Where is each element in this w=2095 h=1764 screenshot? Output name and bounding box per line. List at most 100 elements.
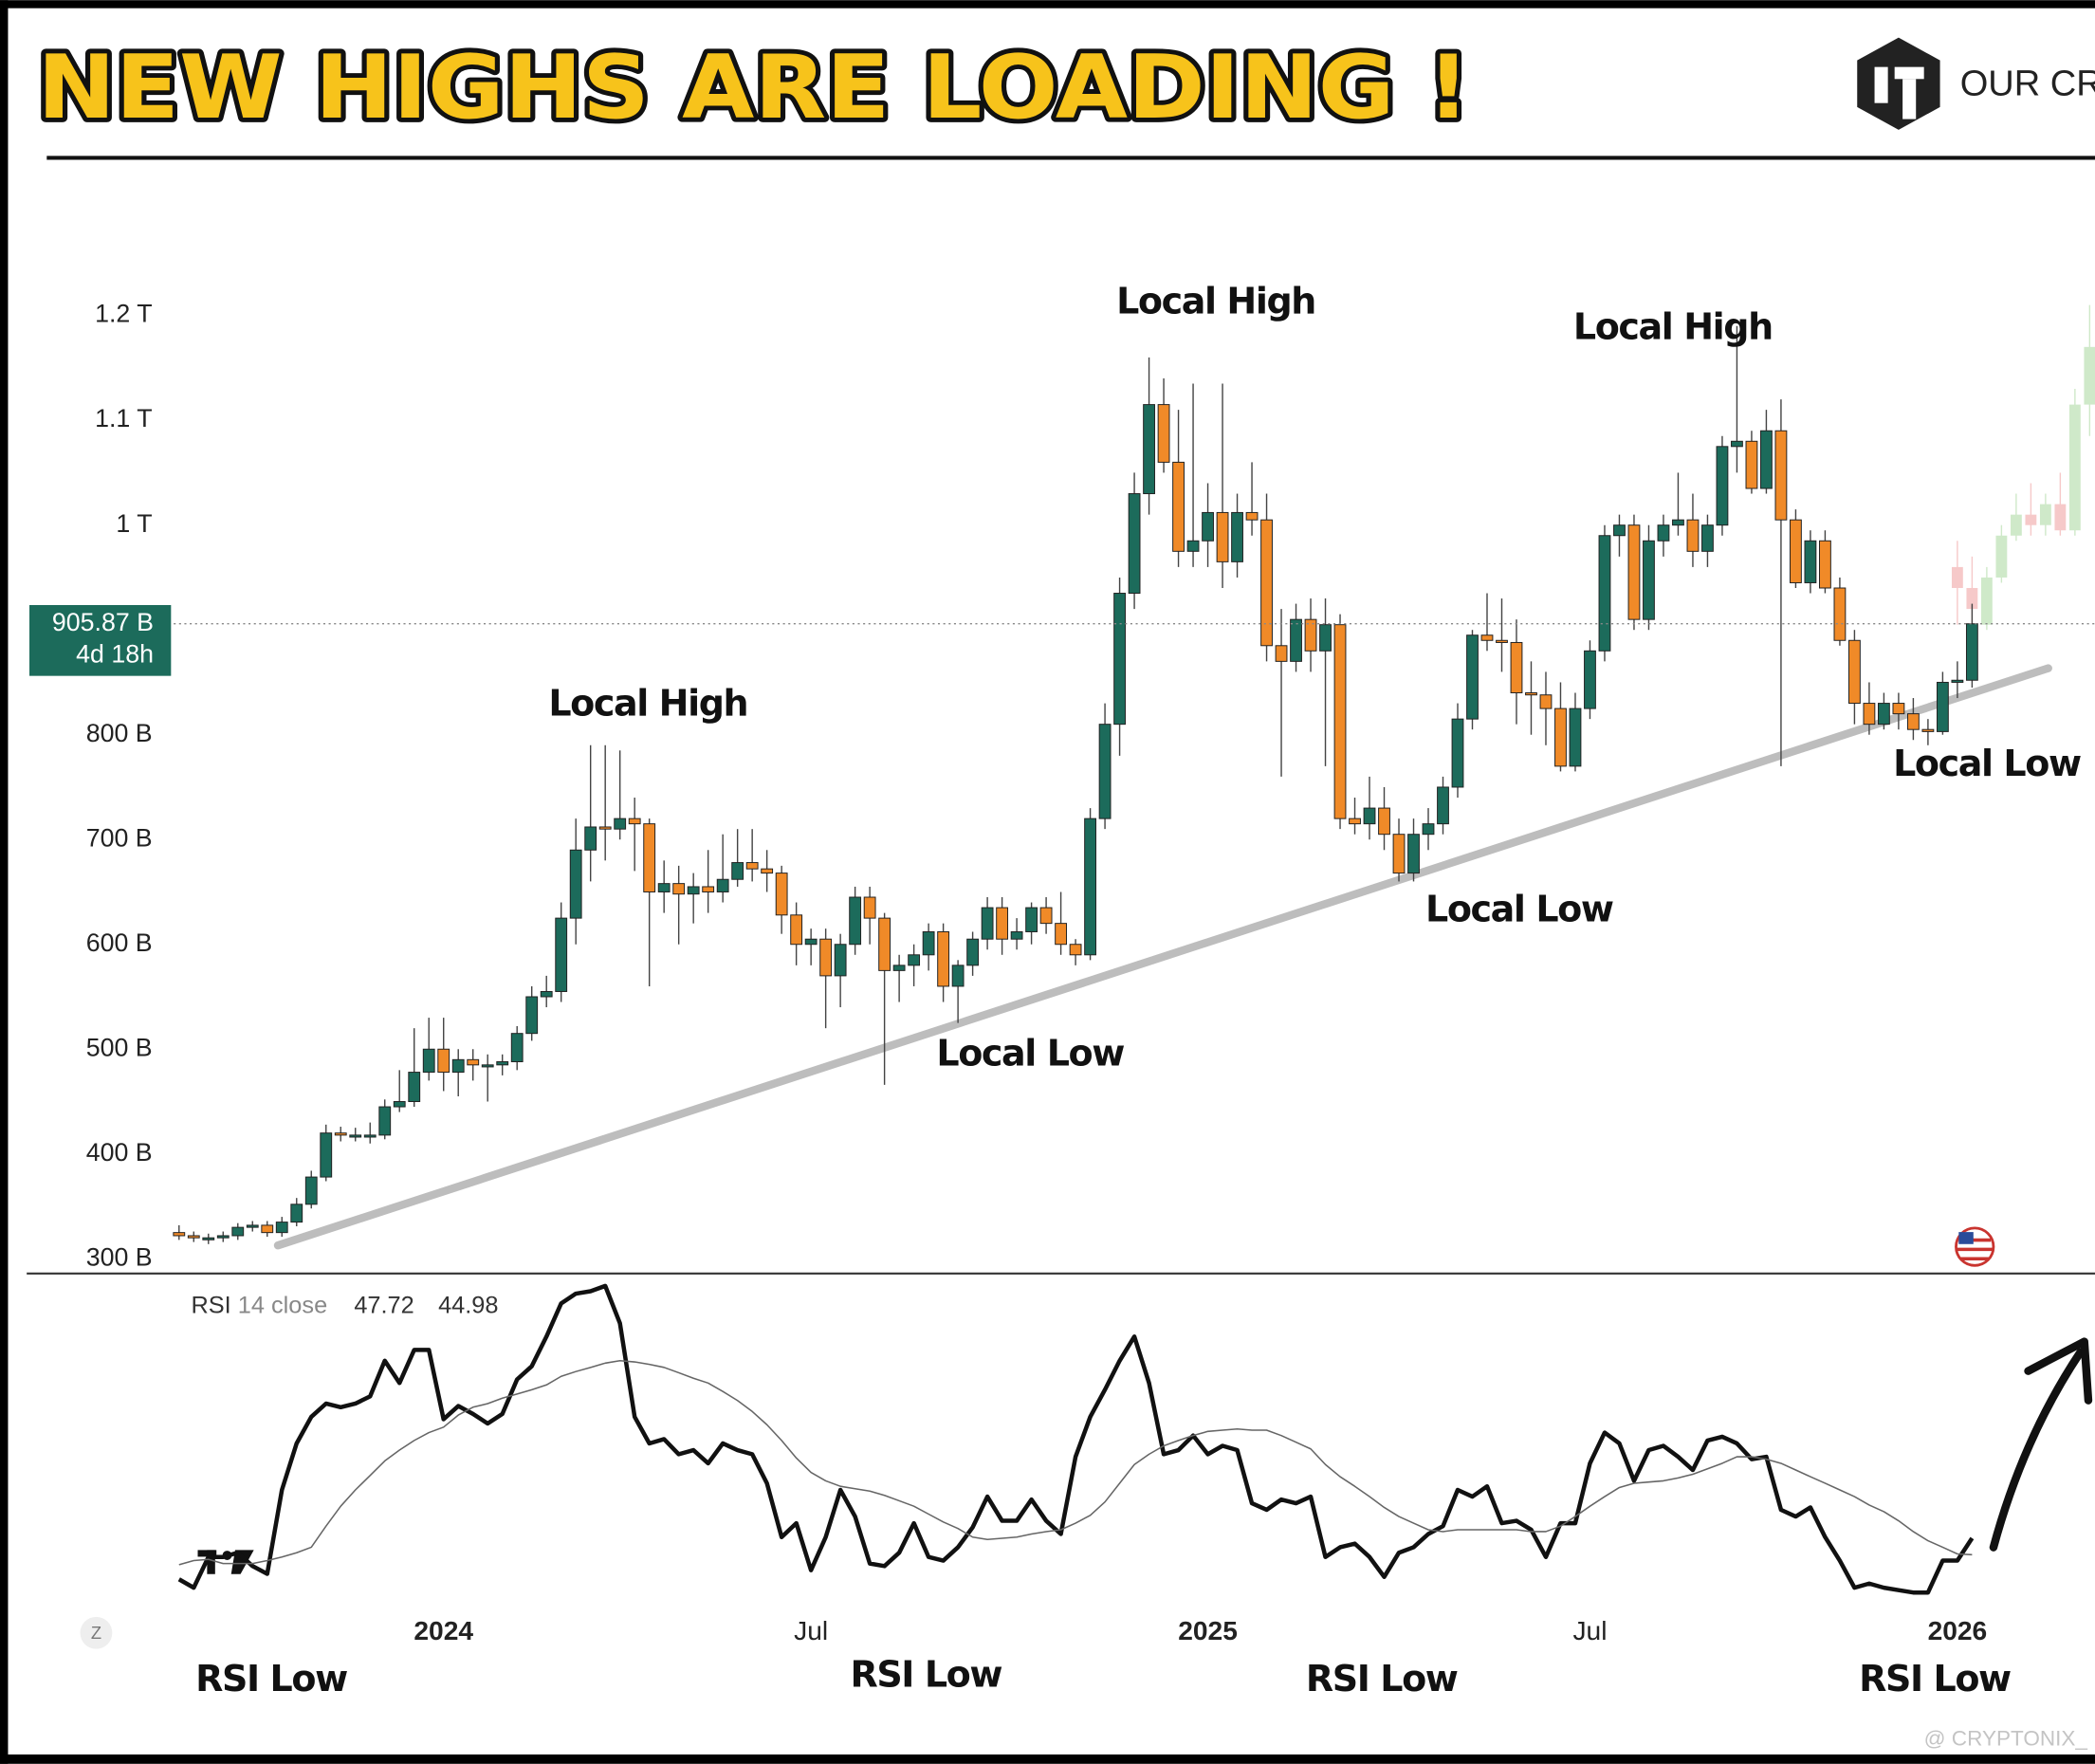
candle-body bbox=[1186, 540, 1200, 552]
candle-body bbox=[540, 990, 553, 998]
frame-bottom bbox=[0, 1754, 2095, 1764]
candle-body bbox=[481, 1064, 494, 1068]
y-tick-label: 500 B bbox=[86, 1033, 153, 1061]
candle-body bbox=[1216, 511, 1229, 562]
candle-body bbox=[1098, 724, 1112, 819]
candle-body bbox=[246, 1224, 259, 1228]
candle-body bbox=[378, 1106, 392, 1136]
candle-body bbox=[863, 896, 876, 919]
candle-body bbox=[496, 1061, 509, 1066]
candle-body bbox=[1906, 713, 1920, 730]
zoom-label[interactable]: Z bbox=[91, 1623, 101, 1643]
candle-body bbox=[437, 1048, 450, 1074]
candle-body bbox=[1892, 703, 1905, 715]
candle-body bbox=[525, 996, 539, 1035]
candle-body bbox=[849, 896, 862, 946]
candle-body bbox=[657, 883, 671, 892]
arrow-head bbox=[2024, 1337, 2093, 1405]
zoom-button[interactable] bbox=[80, 1616, 113, 1649]
candle-body bbox=[2084, 346, 2095, 405]
candle-body bbox=[320, 1132, 333, 1178]
candle-body bbox=[1392, 834, 1406, 874]
candle-body bbox=[1877, 703, 1890, 726]
candle-body bbox=[555, 917, 568, 992]
candle-body bbox=[290, 1204, 303, 1223]
candle-body bbox=[1731, 440, 1743, 448]
candle-body bbox=[1496, 639, 1508, 643]
candle-body bbox=[1466, 634, 1479, 720]
candle-body bbox=[173, 1232, 186, 1237]
candle-body bbox=[1980, 577, 1993, 625]
candle-body bbox=[1069, 944, 1082, 956]
candle-body bbox=[451, 1058, 465, 1074]
candle-body bbox=[628, 818, 641, 825]
candle-body bbox=[1349, 818, 1361, 825]
annotation: RSI Low bbox=[1306, 1658, 1458, 1700]
candle-body bbox=[1672, 519, 1684, 526]
candle-body bbox=[672, 883, 686, 895]
indicator-params: 14 close bbox=[238, 1293, 327, 1319]
candle-body bbox=[1143, 404, 1155, 495]
candle-body bbox=[231, 1226, 245, 1237]
candle-body bbox=[981, 907, 994, 940]
candle-body bbox=[1804, 540, 1817, 583]
candle-body bbox=[1172, 461, 1185, 552]
candle-body bbox=[1437, 786, 1449, 825]
candle-body bbox=[598, 826, 612, 830]
candle-body bbox=[2025, 514, 2037, 525]
candle-body bbox=[1951, 566, 1963, 589]
candle-body bbox=[275, 1222, 288, 1234]
x-tick-label: Jul bbox=[794, 1615, 828, 1645]
candle-body bbox=[1157, 404, 1170, 463]
candle-body bbox=[1245, 511, 1259, 521]
annotation: Local Low bbox=[1425, 888, 1613, 929]
candle-body bbox=[393, 1101, 406, 1108]
candle-body bbox=[1598, 535, 1611, 652]
x-tick-label: Jul bbox=[1572, 1615, 1607, 1645]
candle-body bbox=[937, 930, 950, 987]
candle-body bbox=[1128, 493, 1141, 595]
watermark: @ CRYPTONIX_ bbox=[1924, 1726, 2088, 1750]
candle-body bbox=[349, 1134, 362, 1138]
candle-body bbox=[1010, 930, 1023, 940]
candle-body bbox=[261, 1224, 274, 1234]
candle-body bbox=[1584, 650, 1596, 709]
candle-body bbox=[951, 965, 965, 987]
candle-body bbox=[643, 823, 656, 892]
frame-left bbox=[0, 0, 9, 1764]
candle-body bbox=[1539, 694, 1553, 709]
candle-body bbox=[363, 1134, 377, 1138]
candle-body bbox=[408, 1072, 421, 1103]
candle-body bbox=[1569, 707, 1582, 767]
y-tick-label: 600 B bbox=[86, 928, 153, 957]
headline: NEW HIGHS ARE LOADING ! bbox=[37, 36, 1469, 138]
last-price-label: 905.87 B bbox=[52, 608, 154, 636]
last-price-box bbox=[28, 604, 172, 676]
candle-body bbox=[790, 914, 803, 946]
candle-body bbox=[1936, 681, 1949, 732]
annotation: Local High bbox=[548, 683, 747, 725]
candle-body bbox=[510, 1033, 524, 1063]
candle-body bbox=[1231, 511, 1243, 562]
hand-drawn-arrow bbox=[1989, 1348, 2085, 1552]
candle-body bbox=[1113, 593, 1126, 726]
candle-body bbox=[1525, 692, 1537, 696]
flag-icon bbox=[1955, 1226, 1995, 1267]
candle-body bbox=[1965, 623, 1978, 681]
candle-body bbox=[2068, 404, 2081, 531]
candle-body bbox=[1745, 440, 1758, 489]
candle-body bbox=[467, 1058, 480, 1066]
candle-body bbox=[1951, 679, 1964, 683]
candle-body bbox=[614, 818, 627, 830]
candle-body bbox=[334, 1132, 347, 1136]
y-tick-label: 700 B bbox=[86, 823, 153, 852]
x-tick-label: 2024 bbox=[413, 1615, 473, 1645]
candle-body bbox=[878, 917, 891, 971]
brand-logo bbox=[1857, 37, 1940, 130]
candle-body bbox=[1613, 524, 1626, 537]
candle-body bbox=[1657, 524, 1670, 542]
annotation: Local High bbox=[1116, 280, 1315, 322]
